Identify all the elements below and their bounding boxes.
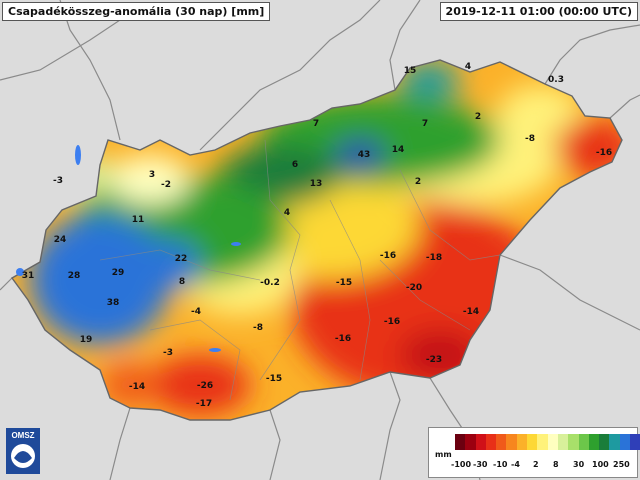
- map-value-label: -15: [336, 278, 352, 288]
- legend-color-bar: [455, 434, 640, 450]
- map-value-label: 0.3: [548, 75, 564, 85]
- hungary-border: [10, 59, 623, 421]
- legend-swatch: [568, 434, 579, 450]
- map-value-label: -3: [53, 176, 63, 186]
- map-value-label: -16: [380, 251, 396, 261]
- legend-swatch: [455, 434, 466, 450]
- map-value-label: -16: [335, 334, 351, 344]
- legend-swatch: [537, 434, 548, 450]
- legend-swatch: [588, 434, 600, 450]
- legend-tick-label: 30: [573, 460, 585, 469]
- map-value-label: 4: [465, 62, 471, 72]
- legend-swatch: [496, 434, 507, 450]
- map-value-label: 3: [149, 170, 155, 180]
- map-value-label: 29: [112, 268, 125, 278]
- map-value-label: -4: [191, 307, 201, 317]
- lakes-rivers: [16, 145, 241, 352]
- map-value-label: 8: [179, 277, 185, 287]
- map-value-label: -23: [426, 355, 442, 365]
- map-value-label: 43: [358, 150, 371, 160]
- legend-swatch: [485, 434, 497, 450]
- map-value-label: -8: [253, 323, 263, 333]
- map-value-label: -15: [266, 374, 282, 384]
- map-value-label: 38: [107, 298, 120, 308]
- map-value-label: 19: [80, 335, 93, 345]
- map-value-label: -14: [463, 307, 479, 317]
- legend-swatch: [516, 434, 528, 450]
- legend-swatch: [557, 434, 569, 450]
- legend: mm -100 -30 -10 -4 2 8 30 100 250: [428, 427, 640, 478]
- legend-tick-label: -4: [511, 460, 520, 469]
- map-value-label: -20: [406, 283, 422, 293]
- map-value-label: 7: [422, 119, 428, 129]
- map-value-label: -8: [525, 134, 535, 144]
- legend-swatch: [547, 434, 558, 450]
- map-value-label: 13: [310, 179, 323, 189]
- legend-swatch: [599, 434, 610, 450]
- map-value-label: -17: [196, 399, 212, 409]
- map-value-label: -3: [163, 348, 173, 358]
- map-value-label: 24: [54, 235, 67, 245]
- station-value-labels: 15 4 0.3 7 7 2 -8 -16 43 14 6 13 2 -3 3 -2 4 11 24 31 28 29 22…: [22, 62, 612, 409]
- legend-tick-label: -10: [493, 460, 508, 469]
- map-timestamp: 2019-12-11 01:00 (00:00 UTC): [439, 2, 638, 21]
- legend-tick-label: 100: [592, 460, 609, 469]
- legend-tick-label: 2: [533, 460, 539, 469]
- county-borders: [99, 139, 501, 401]
- legend-swatch: [578, 434, 589, 450]
- map-value-label: 2: [475, 112, 481, 122]
- legend-swatch: [475, 434, 486, 450]
- legend-swatch: [465, 434, 476, 450]
- map-value-label: 6: [292, 160, 298, 170]
- map-value-label: -0.2: [260, 278, 280, 288]
- map-value-label: -26: [197, 381, 213, 391]
- legend-swatch: [630, 434, 640, 450]
- legend-tick-label: 8: [553, 460, 559, 469]
- legend-swatch: [527, 434, 538, 450]
- map-value-label: 22: [175, 254, 188, 264]
- legend-tick-label: 250: [613, 460, 630, 469]
- legend-swatch: [609, 434, 620, 450]
- legend-swatch: [506, 434, 517, 450]
- map-value-label: 15: [404, 66, 417, 76]
- map-value-label: -16: [384, 317, 400, 327]
- legend-tick-label: -30: [473, 460, 488, 469]
- map-title: Csapadékösszeg-anomália (30 nap) [mm]: [2, 2, 271, 21]
- map-value-label: 2: [415, 177, 421, 187]
- map-value-label: -18: [426, 253, 442, 263]
- map-value-label: -16: [596, 148, 612, 158]
- map-value-label: 7: [313, 119, 319, 129]
- legend-tick-label: -100: [451, 460, 472, 469]
- map-value-label: 11: [132, 215, 145, 225]
- map-value-label: 28: [68, 271, 81, 281]
- omsz-logo: OMSZ: [6, 428, 40, 474]
- map-value-label: 14: [392, 145, 405, 155]
- map-value-label: 31: [22, 271, 35, 281]
- map-value-label: -2: [161, 180, 171, 190]
- svg-text:OMSZ: OMSZ: [11, 431, 34, 440]
- map-value-label: 4: [284, 208, 290, 218]
- map-value-label: -14: [129, 382, 145, 392]
- legend-swatch: [619, 434, 631, 450]
- legend-unit: mm: [435, 450, 452, 459]
